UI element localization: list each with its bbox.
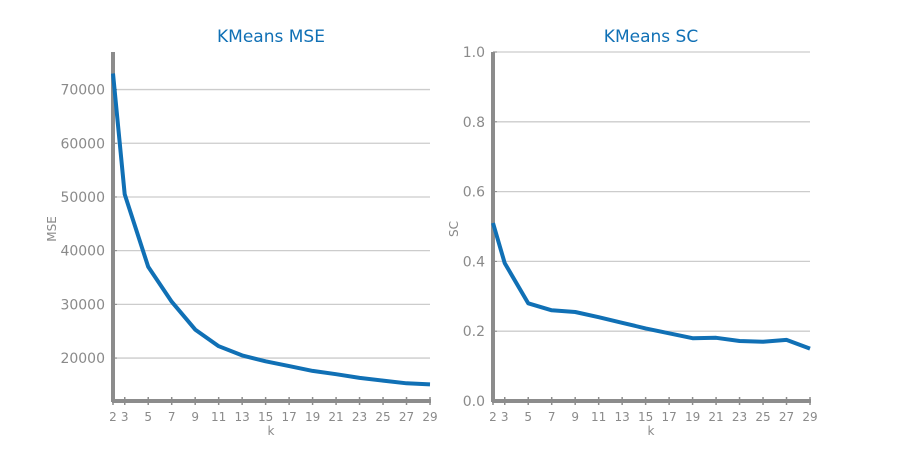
x-tick-label: 9 [191, 410, 199, 424]
x-tick-label: 13 [615, 410, 630, 424]
x-tick-label: 27 [779, 410, 794, 424]
y-tick-label: 30000 [60, 297, 105, 313]
mse-chart: KMeans MSE MSE k 20000 30000 40000 50000 600… [45, 27, 438, 438]
x-axis-label: k [268, 424, 275, 438]
y-tick-label: 0.6 [463, 185, 485, 201]
x-tick-label: 21 [708, 410, 723, 424]
y-tick-label: 50000 [60, 190, 105, 206]
y-axis-label: SC [447, 221, 461, 237]
chart-title: KMeans MSE [217, 27, 325, 47]
x-tick-label: 25 [375, 410, 390, 424]
y-tick-label: 60000 [60, 136, 105, 152]
x-tick-label: 13 [235, 410, 250, 424]
x-tick-label: 21 [328, 410, 343, 424]
x-tick-label: 29 [422, 410, 437, 424]
sc-chart: KMeans SC SC k 0.0 0.2 0.4 0.6 0.8 1.0 2 3 5 7 9 11… [447, 27, 818, 438]
chart-title: KMeans SC [604, 27, 698, 47]
y-tick-label: 0.0 [463, 394, 485, 410]
x-tick-label: 27 [399, 410, 414, 424]
x-tick-label: 2 [109, 410, 117, 424]
x-tick-label: 25 [755, 410, 770, 424]
x-tick-label: 29 [802, 410, 817, 424]
x-tick-label: 2 [489, 410, 497, 424]
x-tick-label: 23 [732, 410, 747, 424]
x-tick-label: 11 [211, 410, 226, 424]
y-tick-label: 0.2 [463, 324, 485, 340]
series-line [491, 222, 811, 351]
y-tick-label: 1.0 [463, 45, 485, 61]
y-axis-label: MSE [45, 216, 59, 242]
x-tick-label: 3 [501, 410, 509, 424]
x-tick-label: 11 [591, 410, 606, 424]
x-tick-label: 15 [638, 410, 653, 424]
x-tick-label: 17 [661, 410, 676, 424]
x-tick-label: 7 [548, 410, 556, 424]
y-tick-label: 0.4 [463, 254, 485, 270]
x-tick-label: 23 [352, 410, 367, 424]
y-tick-label: 20000 [60, 351, 105, 367]
x-tick-label: 5 [144, 410, 152, 424]
x-tick-label: 5 [524, 410, 532, 424]
y-tick-label: 70000 [60, 83, 105, 99]
x-tick-label: 3 [121, 410, 129, 424]
x-tick-label: 7 [168, 410, 176, 424]
x-tick-label: 19 [305, 410, 320, 424]
y-tick-label: 0.8 [463, 115, 485, 131]
x-tick-label: 19 [685, 410, 700, 424]
x-axis-label: k [648, 424, 655, 438]
x-tick-label: 15 [258, 410, 273, 424]
x-tick-label: 9 [571, 410, 579, 424]
x-tick-label: 17 [281, 410, 296, 424]
y-tick-label: 40000 [60, 244, 105, 260]
series-line [111, 73, 431, 387]
